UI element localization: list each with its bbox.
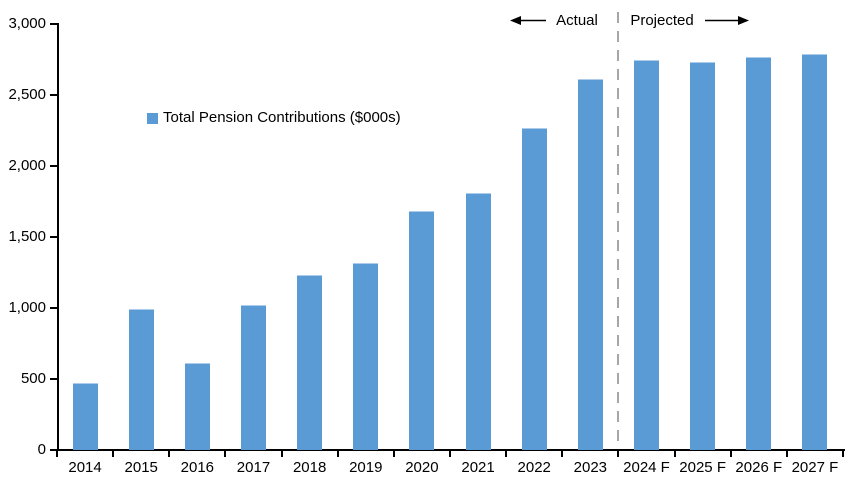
bar-2015 [128, 309, 154, 450]
bar-2016 [184, 363, 210, 450]
x-axis-label: 2027 F [791, 459, 839, 476]
bar-2018 [297, 275, 323, 450]
x-axis-tick [505, 451, 508, 457]
x-axis-tick [785, 451, 788, 457]
x-axis-label: 2016 [180, 459, 215, 476]
x-axis-label: 2019 [349, 459, 383, 476]
x-axis-label: 2022 [517, 459, 551, 476]
x-axis-tick [561, 451, 564, 457]
x-axis-tick [224, 451, 227, 457]
x-axis-tick [842, 451, 844, 457]
x-axis-tick [392, 451, 395, 457]
legend-swatch-icon [147, 112, 158, 124]
x-axis-tick [617, 451, 620, 457]
y-axis-tick-label: 500 [20, 370, 46, 387]
x-axis-tick [336, 451, 339, 457]
y-axis-tick-label: 3,000 [8, 15, 46, 32]
y-axis-tick [50, 449, 57, 451]
x-axis-tick [729, 451, 732, 457]
y-axis-tick [50, 94, 57, 96]
legend-label: Total Pension Contributions ($000s) [163, 109, 401, 126]
x-axis-tick [168, 451, 171, 457]
x-axis-line [56, 449, 845, 451]
bar-2022 [521, 127, 547, 450]
x-axis-label: 2025 F [679, 459, 726, 476]
x-axis-label: 2023 [573, 459, 608, 476]
y-axis-tick [50, 165, 57, 167]
x-axis-label: 2021 [461, 459, 495, 476]
y-axis-tick [50, 236, 57, 238]
bar-2021 [465, 192, 491, 450]
x-axis-tick [673, 451, 676, 457]
y-axis-tick-label: 1,000 [8, 299, 46, 316]
y-axis-tick [50, 307, 57, 309]
bar-2020 [409, 211, 435, 450]
x-axis-tick [449, 451, 451, 457]
bar-2019 [353, 262, 379, 450]
x-axis-tick [280, 451, 283, 457]
left-arrow-icon [510, 16, 546, 25]
x-axis-label: 2024 F [623, 459, 670, 476]
bar-2023 [577, 79, 603, 450]
projected-label: Projected [630, 12, 694, 29]
x-axis-label: 2020 [405, 459, 439, 476]
x-axis-label: 2018 [292, 459, 327, 476]
x-axis-label: 2026 F [735, 459, 783, 476]
y-axis-line [57, 23, 59, 451]
bar-2024-f [634, 59, 659, 450]
legend: Total Pension Contributions ($000s) [147, 109, 401, 127]
bar-2014 [72, 383, 98, 450]
y-axis-tick-label: 1,500 [8, 228, 46, 245]
y-axis-tick [50, 23, 57, 25]
bar-2017 [241, 305, 266, 450]
x-axis-tick [112, 451, 115, 457]
x-axis-label: 2014 [68, 459, 102, 476]
y-axis-tick [50, 378, 57, 380]
x-axis-tick [56, 451, 58, 457]
y-axis-tick-label: 2,500 [8, 86, 46, 103]
y-axis-tick-label: 2,000 [8, 157, 46, 174]
actual-projected-divider [617, 12, 620, 450]
y-axis-tick-label: 0 [37, 441, 46, 458]
x-axis-label: 2015 [124, 459, 158, 476]
x-axis-label: 2017 [236, 459, 271, 476]
bar-2026-f [746, 56, 772, 450]
bar-2025-f [690, 61, 716, 450]
right-arrow-icon [705, 16, 749, 25]
bar-2027-f [802, 53, 828, 450]
actual-label: Actual [556, 12, 598, 29]
